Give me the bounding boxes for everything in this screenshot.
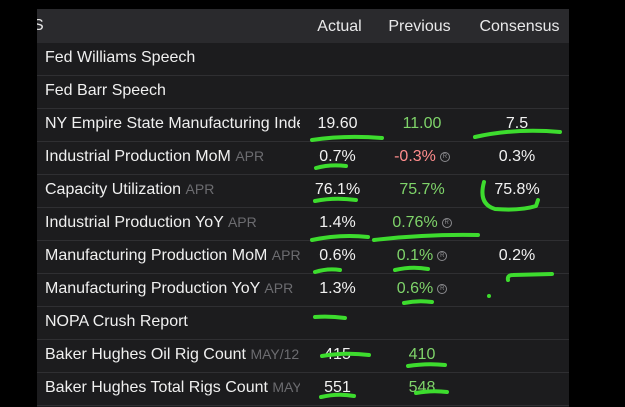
event-period: APR [235,148,265,164]
table-row[interactable]: Manufacturing Production MoM APR 0.6% 0.… [37,241,569,274]
table-row[interactable]: Fed Williams Speech [37,43,569,76]
table-row[interactable]: Baker Hughes Total Rigs Count MAY/12 551… [37,373,569,406]
event-name: Baker Hughes Oil Rig Count MAY/12 [45,346,300,363]
table-row[interactable]: Fed Barr Speech [37,76,569,109]
actual-value: 415 [324,346,351,363]
previous-value: 11.00 [402,115,442,132]
table-row[interactable]: NY Empire State Manufacturing Index 19.6… [37,109,569,142]
event-name: Manufacturing Production YoY APR [45,280,294,297]
actual-value: 551 [324,379,351,396]
event-period: APR [264,280,294,296]
event-period: APR [185,181,215,197]
event-name: Manufacturing Production MoM APR [45,247,300,264]
event-name: Fed Williams Speech [45,49,196,66]
header-actual[interactable]: Actual [317,18,362,35]
economic-calendar-table: S Actual Previous Consensus Fed Williams… [37,9,569,407]
revision-icon: R [437,283,448,294]
previous-value: -0.3% R [372,148,472,166]
actual-value: 1.4% [319,214,356,231]
event-name: Baker Hughes Total Rigs Count MAY/12 [45,379,300,397]
revision-icon: R [437,250,448,261]
revision-icon: R [441,217,452,228]
event-name: NOPA Crush Report [45,313,188,330]
event-name: Capacity Utilization APR [45,181,215,198]
previous-value: 548 [408,379,436,396]
event-name: Fed Barr Speech [45,82,166,99]
header-consensus[interactable]: Consensus [479,18,560,35]
previous-value: 0.76% R [372,214,472,232]
previous-value: 410 [408,346,436,363]
table-row[interactable]: Capacity Utilization APR 76.1% 75.7% 75.… [37,175,569,208]
actual-value: 19.60 [317,115,358,132]
consensus-value: 0.3% [498,148,536,165]
event-period: APR [271,247,300,263]
actual-value: 0.6% [319,247,356,264]
actual-value: 76.1% [314,181,361,198]
header-corner-text: S [37,17,44,34]
event-name: Industrial Production YoY APR [45,214,257,231]
previous-value: 0.1% R [372,247,472,265]
table-row[interactable]: Industrial Production YoY APR 1.4% 0.76%… [37,208,569,241]
event-period: MAY/12 [250,346,300,362]
consensus-value: 7.5 [505,115,529,132]
event-period: APR [227,214,257,230]
previous-value: 75.7% [399,181,445,198]
table-row[interactable]: Manufacturing Production YoY APR 1.3% 0.… [37,274,569,307]
event-name: NY Empire State Manufacturing Index [45,115,300,132]
header-previous[interactable]: Previous [388,18,451,35]
table-header: S Actual Previous Consensus [37,9,569,43]
revision-icon: R [439,151,450,162]
table-row[interactable]: Baker Hughes Oil Rig Count MAY/12 415 41… [37,340,569,373]
table-row[interactable]: Industrial Production MoM APR 0.7% -0.3%… [37,142,569,175]
consensus-value: 0.2% [498,247,536,264]
event-period: MAY/12 [272,379,300,395]
event-name: Industrial Production MoM APR [45,148,265,165]
actual-value: 0.7% [319,148,356,165]
table-row[interactable]: NOPA Crush Report [37,307,569,340]
previous-value: 0.6% R [372,280,472,298]
actual-value: 1.3% [319,280,356,297]
consensus-value: 75.8% [494,181,540,198]
